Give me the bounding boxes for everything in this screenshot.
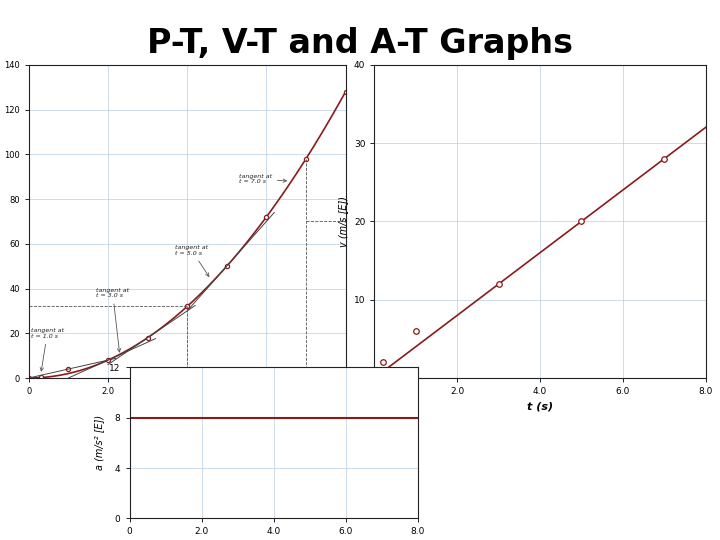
Text: tangent at
t = 1.0 s: tangent at t = 1.0 s (31, 328, 64, 371)
Text: tangent at
t = 7.0 s: tangent at t = 7.0 s (238, 173, 287, 184)
Y-axis label: a (m/s² [E]): a (m/s² [E]) (94, 415, 104, 470)
X-axis label: t (s): t (s) (174, 402, 200, 411)
Text: P-T, V-T and A-T Graphs: P-T, V-T and A-T Graphs (147, 27, 573, 60)
Text: tangent at
t = 3.0 s: tangent at t = 3.0 s (96, 288, 130, 352)
Y-axis label: v (m/s [E]): v (m/s [E]) (338, 196, 348, 247)
Text: tangent at
t = 5.0 s: tangent at t = 5.0 s (176, 245, 209, 276)
X-axis label: t (s): t (s) (527, 402, 553, 411)
